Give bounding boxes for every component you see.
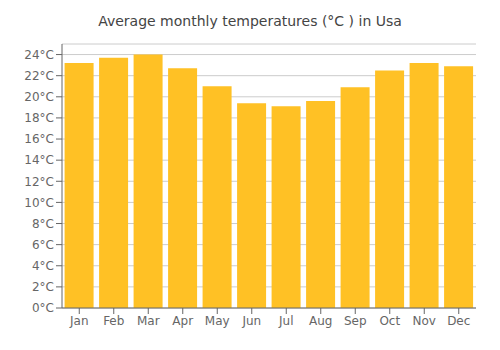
svg-text:Jan: Jan (69, 314, 89, 328)
svg-text:2°C: 2°C (32, 280, 54, 294)
svg-text:May: May (205, 314, 230, 328)
svg-text:Oct: Oct (379, 314, 400, 328)
svg-text:0°C: 0°C (32, 301, 54, 315)
svg-text:20°C: 20°C (24, 90, 54, 104)
svg-text:Nov: Nov (413, 314, 436, 328)
html-text:Average monthly temperatures (: Average monthly temperatures (°C ) in Us… (98, 13, 402, 29)
svg-text:22°C: 22°C (24, 69, 54, 83)
svg-text:Feb: Feb (103, 314, 124, 328)
svg-text:4°C: 4°C (32, 259, 54, 273)
svg-text:Dec: Dec (447, 314, 470, 328)
svg-text:16°C: 16°C (24, 132, 54, 146)
svg-text:12°C: 12°C (24, 175, 54, 189)
svg-text:Jun: Jun (241, 314, 261, 328)
svg-text:24°C: 24°C (24, 48, 54, 62)
svg-text:18°C: 18°C (24, 111, 54, 125)
svg-text:10°C: 10°C (24, 196, 54, 210)
svg-text:Apr: Apr (172, 314, 193, 328)
svg-text:Sep: Sep (344, 314, 367, 328)
svg-text:14°C: 14°C (24, 153, 54, 167)
svg-text:Mar: Mar (137, 314, 160, 328)
svg-text:8°C: 8°C (32, 217, 54, 231)
svg-text:Aug: Aug (309, 314, 332, 328)
svg-text:6°C: 6°C (32, 238, 54, 252)
svg-text:Jul: Jul (278, 314, 293, 328)
